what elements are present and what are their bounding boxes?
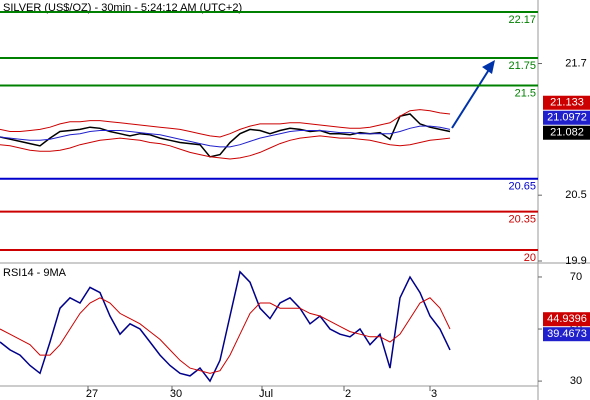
level-label: 20.35 — [508, 214, 536, 226]
price-tag — [543, 110, 590, 125]
price-tag-label: 44.9396 — [547, 313, 587, 325]
level-label: 20.65 — [508, 181, 536, 193]
x-tick-label: 27 — [86, 388, 98, 400]
level-label: 22.17 — [508, 14, 536, 26]
x-tick-label: 3 — [431, 388, 437, 400]
price-tag-label: 21.082 — [550, 127, 584, 139]
y-tick-label: 30 — [570, 375, 582, 387]
y-tick-label: 20.5 — [565, 189, 586, 201]
arrow — [451, 60, 495, 129]
series-line — [0, 270, 451, 383]
level-label: 21.5 — [515, 87, 536, 99]
price-tag — [543, 327, 590, 342]
level-label: 20 — [524, 252, 536, 264]
y-tick-label: 19.9 — [565, 255, 586, 267]
y-tick-label: 21.7 — [565, 57, 586, 69]
price-tag — [543, 95, 590, 110]
series-line — [0, 135, 451, 160]
arrow-head — [482, 60, 495, 74]
price-tag-label: 21.133 — [550, 97, 584, 109]
series-line — [0, 125, 451, 148]
series-line — [0, 113, 451, 158]
chart-title: SILVER (US$/OZ) - 30min - 5:24:12 AM (UT… — [3, 2, 242, 14]
series-line — [0, 109, 451, 138]
price-tag-label: 21.0972 — [547, 112, 587, 124]
panel-title: RSI14 - 9MA — [3, 267, 67, 279]
series-line — [0, 297, 451, 374]
x-tick-label: Jul — [259, 388, 273, 400]
x-tick-label: 30 — [170, 388, 182, 400]
price-tag — [543, 125, 590, 140]
x-tick-label: 2 — [345, 388, 351, 400]
price-tag — [543, 312, 590, 327]
level-label: 21.75 — [508, 60, 536, 72]
y-tick-label: 70 — [570, 271, 582, 283]
arrow-shaft — [451, 67, 491, 129]
price-tag-label: 39.4673 — [547, 328, 587, 340]
